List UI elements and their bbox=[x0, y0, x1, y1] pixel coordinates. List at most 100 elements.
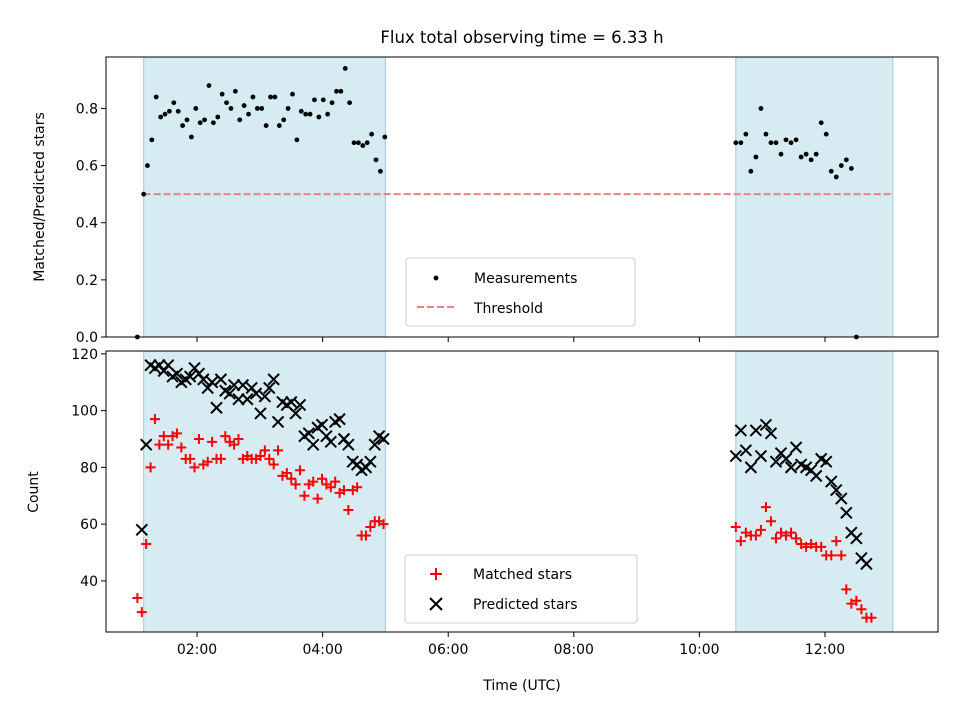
matched-star-point bbox=[338, 485, 349, 496]
measurement-point bbox=[382, 134, 388, 140]
predicted-star-point bbox=[254, 407, 267, 420]
bottom-markers-layer bbox=[132, 358, 877, 623]
matched-star-point bbox=[273, 445, 284, 456]
measurement-point bbox=[347, 100, 353, 106]
measurement-point bbox=[184, 117, 190, 123]
predicted-star-point bbox=[830, 483, 843, 497]
matched-stars-legend-marker bbox=[430, 568, 442, 580]
matched-star-point bbox=[229, 439, 240, 450]
predicted-star-point bbox=[789, 441, 803, 454]
matched-star-point bbox=[765, 516, 776, 527]
matched-star-point bbox=[286, 473, 297, 484]
measurement-point bbox=[215, 114, 221, 120]
predicted-star-point bbox=[267, 373, 280, 386]
predicted-star-point bbox=[734, 424, 748, 437]
x-tick-label: 06:00 bbox=[428, 642, 468, 658]
measurement-point bbox=[369, 131, 375, 137]
measurement-point bbox=[268, 94, 273, 100]
bottom-y-tick-label: 60 bbox=[80, 517, 98, 533]
predicted-star-point bbox=[820, 455, 833, 468]
x-tick-label: 08:00 bbox=[554, 642, 594, 658]
predicted-star-point bbox=[227, 378, 241, 392]
measurement-point bbox=[162, 111, 168, 117]
matched-star-point bbox=[750, 530, 761, 541]
matched-star-point bbox=[856, 604, 867, 615]
predicted-star-point bbox=[289, 407, 302, 420]
measurement-point bbox=[241, 103, 247, 108]
predicted-star-point bbox=[236, 378, 250, 392]
bottom-axes: 40 60 80 100 120 02:00 04:00 06:00 08:00 10:00 12:… bbox=[71, 347, 939, 658]
matched-star-point bbox=[730, 521, 741, 532]
predicted-star-point bbox=[139, 438, 153, 451]
predicted-star-point bbox=[232, 393, 245, 406]
matched-star-point bbox=[831, 536, 842, 547]
measurement-point bbox=[141, 191, 147, 197]
measurement-point bbox=[364, 140, 370, 146]
matched-star-point bbox=[317, 473, 328, 484]
matched-star-point bbox=[154, 439, 165, 450]
measurement-point bbox=[808, 157, 814, 163]
measurement-point bbox=[342, 66, 348, 71]
measurement-point bbox=[145, 163, 150, 168]
matched-star-point bbox=[806, 539, 817, 550]
measurement-point bbox=[219, 91, 225, 97]
bottom-y-tick-label: 100 bbox=[71, 404, 98, 420]
matched-star-point bbox=[290, 479, 301, 490]
measurement-point bbox=[206, 83, 212, 88]
measurement-point bbox=[158, 114, 164, 120]
measurement-point bbox=[748, 168, 754, 174]
measurement-point bbox=[272, 94, 278, 100]
measurement-point bbox=[818, 120, 824, 126]
predicted-star-point bbox=[271, 415, 285, 429]
measurement-point bbox=[320, 97, 326, 103]
top-chart-title: Flux total observing time = 6.33 h bbox=[380, 28, 663, 47]
measurement-point bbox=[356, 140, 361, 146]
predicted-star-point bbox=[249, 387, 263, 400]
predicted-star-point bbox=[205, 376, 219, 389]
measurement-point bbox=[294, 137, 300, 143]
bottom-y-axis-label: Count bbox=[26, 471, 42, 513]
matched-star-point bbox=[233, 433, 244, 444]
bottom-legend: Matched stars Predicted stars bbox=[404, 554, 638, 624]
predicted-star-point bbox=[307, 438, 320, 451]
predicted-star-point bbox=[364, 455, 377, 468]
matched-star-point bbox=[132, 592, 143, 603]
matched-star-point bbox=[352, 482, 363, 493]
measurement-point bbox=[758, 106, 764, 111]
measurement-point bbox=[180, 123, 186, 128]
matched-star-point bbox=[866, 612, 877, 623]
matched-star-point bbox=[781, 530, 792, 541]
top-shaded-intervals bbox=[143, 57, 894, 337]
measurement-point bbox=[149, 137, 155, 143]
predicted-star-point bbox=[258, 390, 272, 403]
measurement-point bbox=[259, 106, 265, 111]
measurement-point bbox=[838, 163, 844, 168]
measurement-point bbox=[254, 106, 260, 111]
matched-star-point bbox=[193, 433, 204, 444]
measurement-point bbox=[753, 154, 759, 160]
measurement-point bbox=[188, 134, 194, 140]
matched-star-point bbox=[202, 456, 213, 467]
predicted-stars-legend-label: Predicted stars bbox=[473, 597, 578, 613]
measurement-point bbox=[828, 168, 834, 174]
matched-star-point bbox=[770, 533, 781, 544]
measurements-legend-label: Measurements bbox=[474, 271, 577, 287]
matched-star-point bbox=[145, 462, 156, 473]
predicted-star-point bbox=[342, 438, 355, 451]
measurement-point bbox=[768, 140, 774, 146]
top-panel: 0.0 0.2 0.4 0.6 0.8 Flux total observing tim… bbox=[32, 28, 939, 346]
predicted-star-point bbox=[285, 395, 298, 409]
predicted-star-point bbox=[333, 412, 346, 426]
measurement-point bbox=[803, 151, 809, 157]
matched-star-point bbox=[343, 504, 354, 515]
predicted-star-point bbox=[860, 557, 873, 571]
measurement-point bbox=[351, 140, 357, 146]
matched-star-point bbox=[816, 541, 827, 552]
predicted-star-point bbox=[739, 444, 753, 457]
x-tick-label: 02:00 bbox=[177, 642, 217, 658]
measurement-point bbox=[316, 114, 322, 120]
predicted-star-point bbox=[135, 523, 148, 537]
matched-star-point bbox=[176, 442, 187, 453]
predicted-star-point bbox=[809, 469, 823, 483]
